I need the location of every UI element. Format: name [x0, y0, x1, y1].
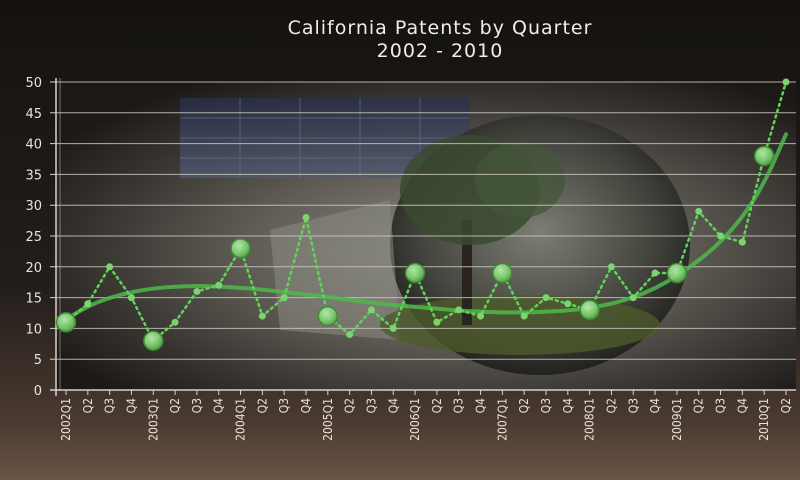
data-point [346, 331, 354, 339]
data-point [215, 281, 223, 289]
x-tick-label: Q4 [474, 398, 488, 413]
x-tick-label: 2003Q1 [146, 398, 160, 441]
data-point-highlight [753, 145, 775, 167]
x-tick-label: Q4 [124, 398, 138, 413]
x-tick-label: Q2 [779, 398, 793, 413]
y-tick-label: 20 [25, 261, 42, 276]
data-point [607, 263, 615, 271]
data-point [455, 306, 463, 314]
data-point [433, 318, 441, 326]
data-point [367, 306, 375, 314]
y-tick-labels: 0 5 10 15 20 25 30 35 40 45 50 [25, 76, 42, 399]
y-tick-label: 30 [25, 199, 42, 214]
data-series [55, 78, 790, 351]
data-point-highlight [666, 262, 688, 284]
data-point [106, 263, 114, 271]
data-point-highlight [317, 305, 339, 327]
data-point [520, 312, 528, 320]
data-point [782, 78, 790, 86]
x-tick-label: Q2 [430, 398, 444, 413]
x-tick-label: Q3 [190, 398, 204, 413]
x-tick-label: 2006Q1 [408, 398, 422, 441]
data-point [564, 300, 572, 308]
x-tick-label: Q2 [255, 398, 269, 413]
x-tick-label: Q4 [648, 398, 662, 413]
x-tick-label: Q4 [386, 398, 400, 413]
x-tick-label: Q4 [735, 398, 749, 413]
x-tick-label: Q3 [103, 398, 117, 413]
trend-line [64, 132, 788, 322]
chart-title: California Patents by Quarter [288, 17, 593, 39]
x-tick-label: 2008Q1 [583, 398, 597, 441]
x-tick-label: Q3 [539, 398, 553, 413]
y-tick-label: 0 [34, 384, 42, 399]
data-point-highlight [230, 238, 251, 259]
x-tick-label: Q3 [452, 398, 466, 413]
data-point [280, 294, 288, 302]
x-tick-label: Q2 [604, 398, 618, 413]
x-tick-label: Q4 [561, 398, 575, 413]
gridlines [56, 81, 796, 360]
x-tick-labels: 2002Q1 Q2 Q3 Q4 2003Q1 Q2 Q3 Q4 2004Q1 Q2 Q3 Q4 2005… [59, 398, 793, 441]
data-point [193, 287, 201, 295]
data-point [389, 324, 397, 332]
y-tick-label: 45 [25, 107, 42, 122]
x-tick-label: Q4 [212, 398, 226, 413]
y-tick-label: 50 [25, 76, 42, 91]
data-point-highlight [55, 311, 77, 333]
x-tick-label: Q3 [277, 398, 291, 413]
x-tick-label: Q3 [364, 398, 378, 413]
chart-subtitle: 2002 - 2010 [377, 40, 504, 62]
y-tick-label: 10 [25, 322, 42, 337]
x-tick-label: 2004Q1 [234, 398, 248, 441]
y-tick-label: 40 [25, 138, 42, 153]
y-tick-label: 15 [25, 292, 42, 307]
x-tick-label: Q3 [626, 398, 640, 413]
x-tick-label: 2002Q1 [59, 398, 73, 441]
y-tick-label: 25 [25, 230, 42, 245]
trend-series [64, 132, 788, 322]
x-tick-label: 2010Q1 [757, 398, 771, 441]
x-tick-label: Q2 [343, 398, 357, 413]
data-point [302, 214, 310, 222]
axes [50, 78, 796, 396]
x-tick-label: Q3 [714, 398, 728, 413]
data-point [629, 294, 637, 302]
data-point [738, 238, 746, 246]
x-tick-label: Q2 [517, 398, 531, 413]
data-point-highlight [579, 299, 600, 321]
data-point-highlight [404, 262, 426, 284]
x-tick-label: 2007Q1 [495, 398, 509, 441]
data-point [258, 312, 266, 320]
x-tick-label: 2009Q1 [670, 398, 684, 441]
x-tick-label: 2005Q1 [321, 398, 335, 441]
data-point [171, 318, 179, 326]
x-tick-label: Q2 [168, 398, 182, 413]
data-point-highlight [492, 262, 513, 284]
data-point [695, 207, 703, 215]
x-tick-label: Q2 [692, 398, 706, 413]
data-point [127, 294, 135, 302]
data-point [651, 269, 659, 277]
y-tick-label: 5 [34, 353, 42, 368]
data-point [717, 232, 725, 240]
data-point [542, 294, 550, 302]
data-point-highlight [143, 330, 164, 351]
data-line [64, 80, 788, 343]
x-tick-label: Q4 [299, 398, 313, 413]
x-tick-label: Q2 [81, 398, 95, 413]
data-point [477, 312, 485, 320]
data-point [84, 300, 92, 308]
y-tick-label: 35 [25, 168, 42, 183]
